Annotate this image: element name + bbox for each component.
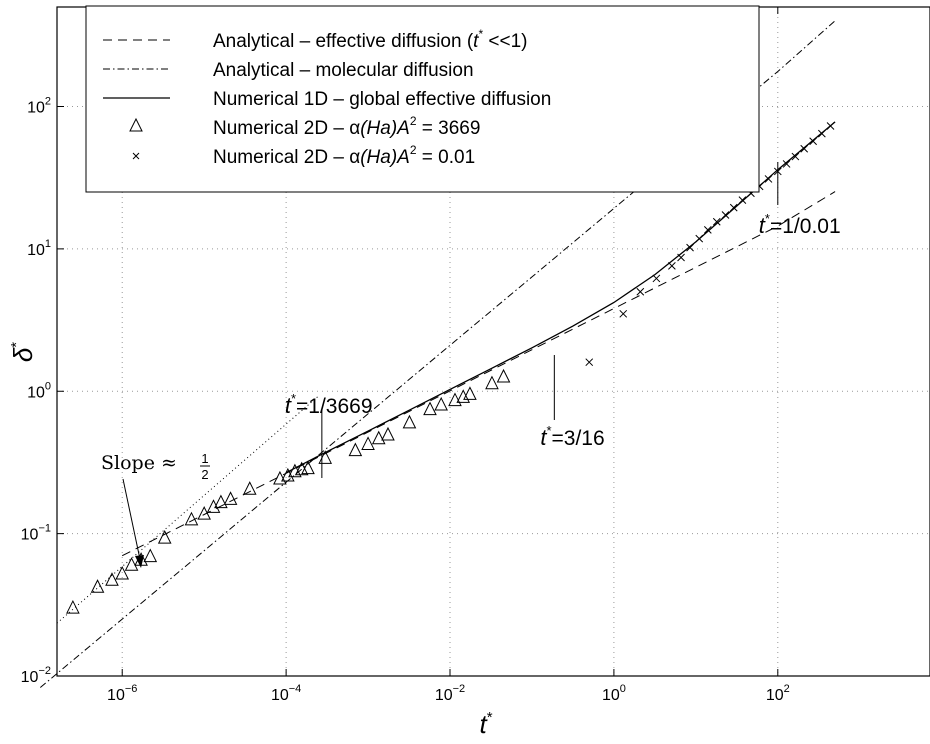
triangle-point — [361, 436, 375, 450]
series-line-dashed — [121, 191, 836, 557]
x-tick-label: 102 — [766, 683, 790, 704]
triangle-point — [157, 529, 172, 544]
slope-fraction-den: 2 — [201, 467, 208, 482]
x-point — [686, 243, 694, 252]
x-point — [703, 226, 712, 234]
x-point — [585, 358, 594, 367]
x-point — [712, 217, 721, 226]
y-tick-label: 10−1 — [21, 523, 51, 544]
axis-ticks: 10−6 10−4 10−2 100 102 10−2 10−1 100 101 102 — [21, 7, 790, 704]
x-point — [619, 309, 628, 318]
y-tick-label: 101 — [27, 238, 51, 259]
legend-box — [85, 5, 760, 193]
x-point — [764, 175, 773, 183]
x-point — [809, 137, 817, 146]
triangle-point — [197, 506, 211, 520]
annotation-3-16: t*=3/16 — [540, 423, 604, 450]
legend-label-2d-001: Numerical 2D – α(Ha)A2 = 0.01 — [213, 143, 475, 168]
annotations: t*=1/3669 t*=3/16 t*=1/0.01 Slope ≈ 12 — [101, 162, 841, 568]
x-point — [652, 274, 661, 283]
triangle-point — [381, 426, 395, 441]
x-point — [677, 253, 685, 262]
y-axis-label: δ* — [8, 342, 38, 362]
triangle-point — [90, 579, 105, 593]
triangle-point — [223, 491, 238, 505]
triangle-point — [242, 481, 257, 495]
triangle-point — [371, 430, 386, 445]
x-point — [791, 152, 800, 161]
triangle-point — [124, 557, 139, 571]
x-tick-label: 10−4 — [271, 683, 301, 704]
triangle-point — [105, 572, 119, 586]
triangle-point — [348, 442, 363, 457]
triangle-point — [463, 386, 477, 400]
slope-fraction-num: 1 — [201, 451, 208, 466]
triangle-point — [281, 467, 295, 482]
legend-label-molecular: Analytical – molecular diffusion — [213, 60, 474, 81]
legend-label-effective: Analytical – effective diffusion (t* <<1… — [213, 27, 528, 52]
x-point — [738, 196, 747, 204]
triangle-point — [448, 392, 462, 407]
triangle-point — [301, 460, 315, 475]
triangle-point — [485, 375, 499, 390]
y-tick-label: 102 — [27, 96, 51, 117]
annotation-3669: t*=1/3669 — [285, 391, 373, 418]
triangle-point — [434, 396, 448, 411]
legend-swatch-triangle — [129, 117, 143, 132]
x-point — [721, 211, 730, 219]
x-point — [729, 203, 738, 212]
x-tick-label: 100 — [602, 683, 626, 704]
legend-label-2d-3669: Numerical 2D – α(Ha)A2 = 3669 — [213, 114, 480, 139]
x-tick-label: 10−2 — [435, 683, 465, 704]
y-tick-label: 100 — [27, 380, 51, 401]
annotation-001: t*=1/0.01 — [759, 211, 841, 238]
slope-guide-line — [56, 395, 320, 624]
triangle-point — [423, 401, 437, 416]
legend-swatch-x — [132, 152, 140, 160]
triangle-point — [402, 414, 417, 429]
triangle-point — [214, 494, 228, 509]
slope-annotation-label: Slope ≈ — [101, 452, 177, 474]
legend-label-numerical-1d: Numerical 1D – global effective diffusio… — [213, 89, 551, 110]
series-line-solid — [285, 121, 836, 474]
triangle-point — [206, 499, 221, 513]
y-tick-label: 10−2 — [21, 665, 51, 686]
x-point — [826, 122, 835, 130]
triangle-point — [496, 368, 511, 383]
x-point — [800, 144, 809, 153]
x-tick-label: 10−6 — [107, 683, 137, 704]
x-point — [782, 160, 791, 168]
slope-arrow-shaft — [122, 478, 142, 565]
x-axis-label: t* — [479, 709, 492, 739]
triangle-point — [115, 565, 130, 580]
legend: Analytical – effective diffusion (t* <<1… — [85, 5, 760, 193]
triangle-point — [184, 511, 199, 526]
x-point — [695, 234, 704, 243]
x-point — [636, 287, 645, 296]
triangle-point — [456, 389, 471, 403]
x-point — [818, 129, 826, 138]
slope-arrow-head — [135, 555, 144, 568]
triangle-point — [143, 548, 158, 563]
x-point — [668, 262, 676, 270]
triangle-point — [66, 599, 80, 614]
